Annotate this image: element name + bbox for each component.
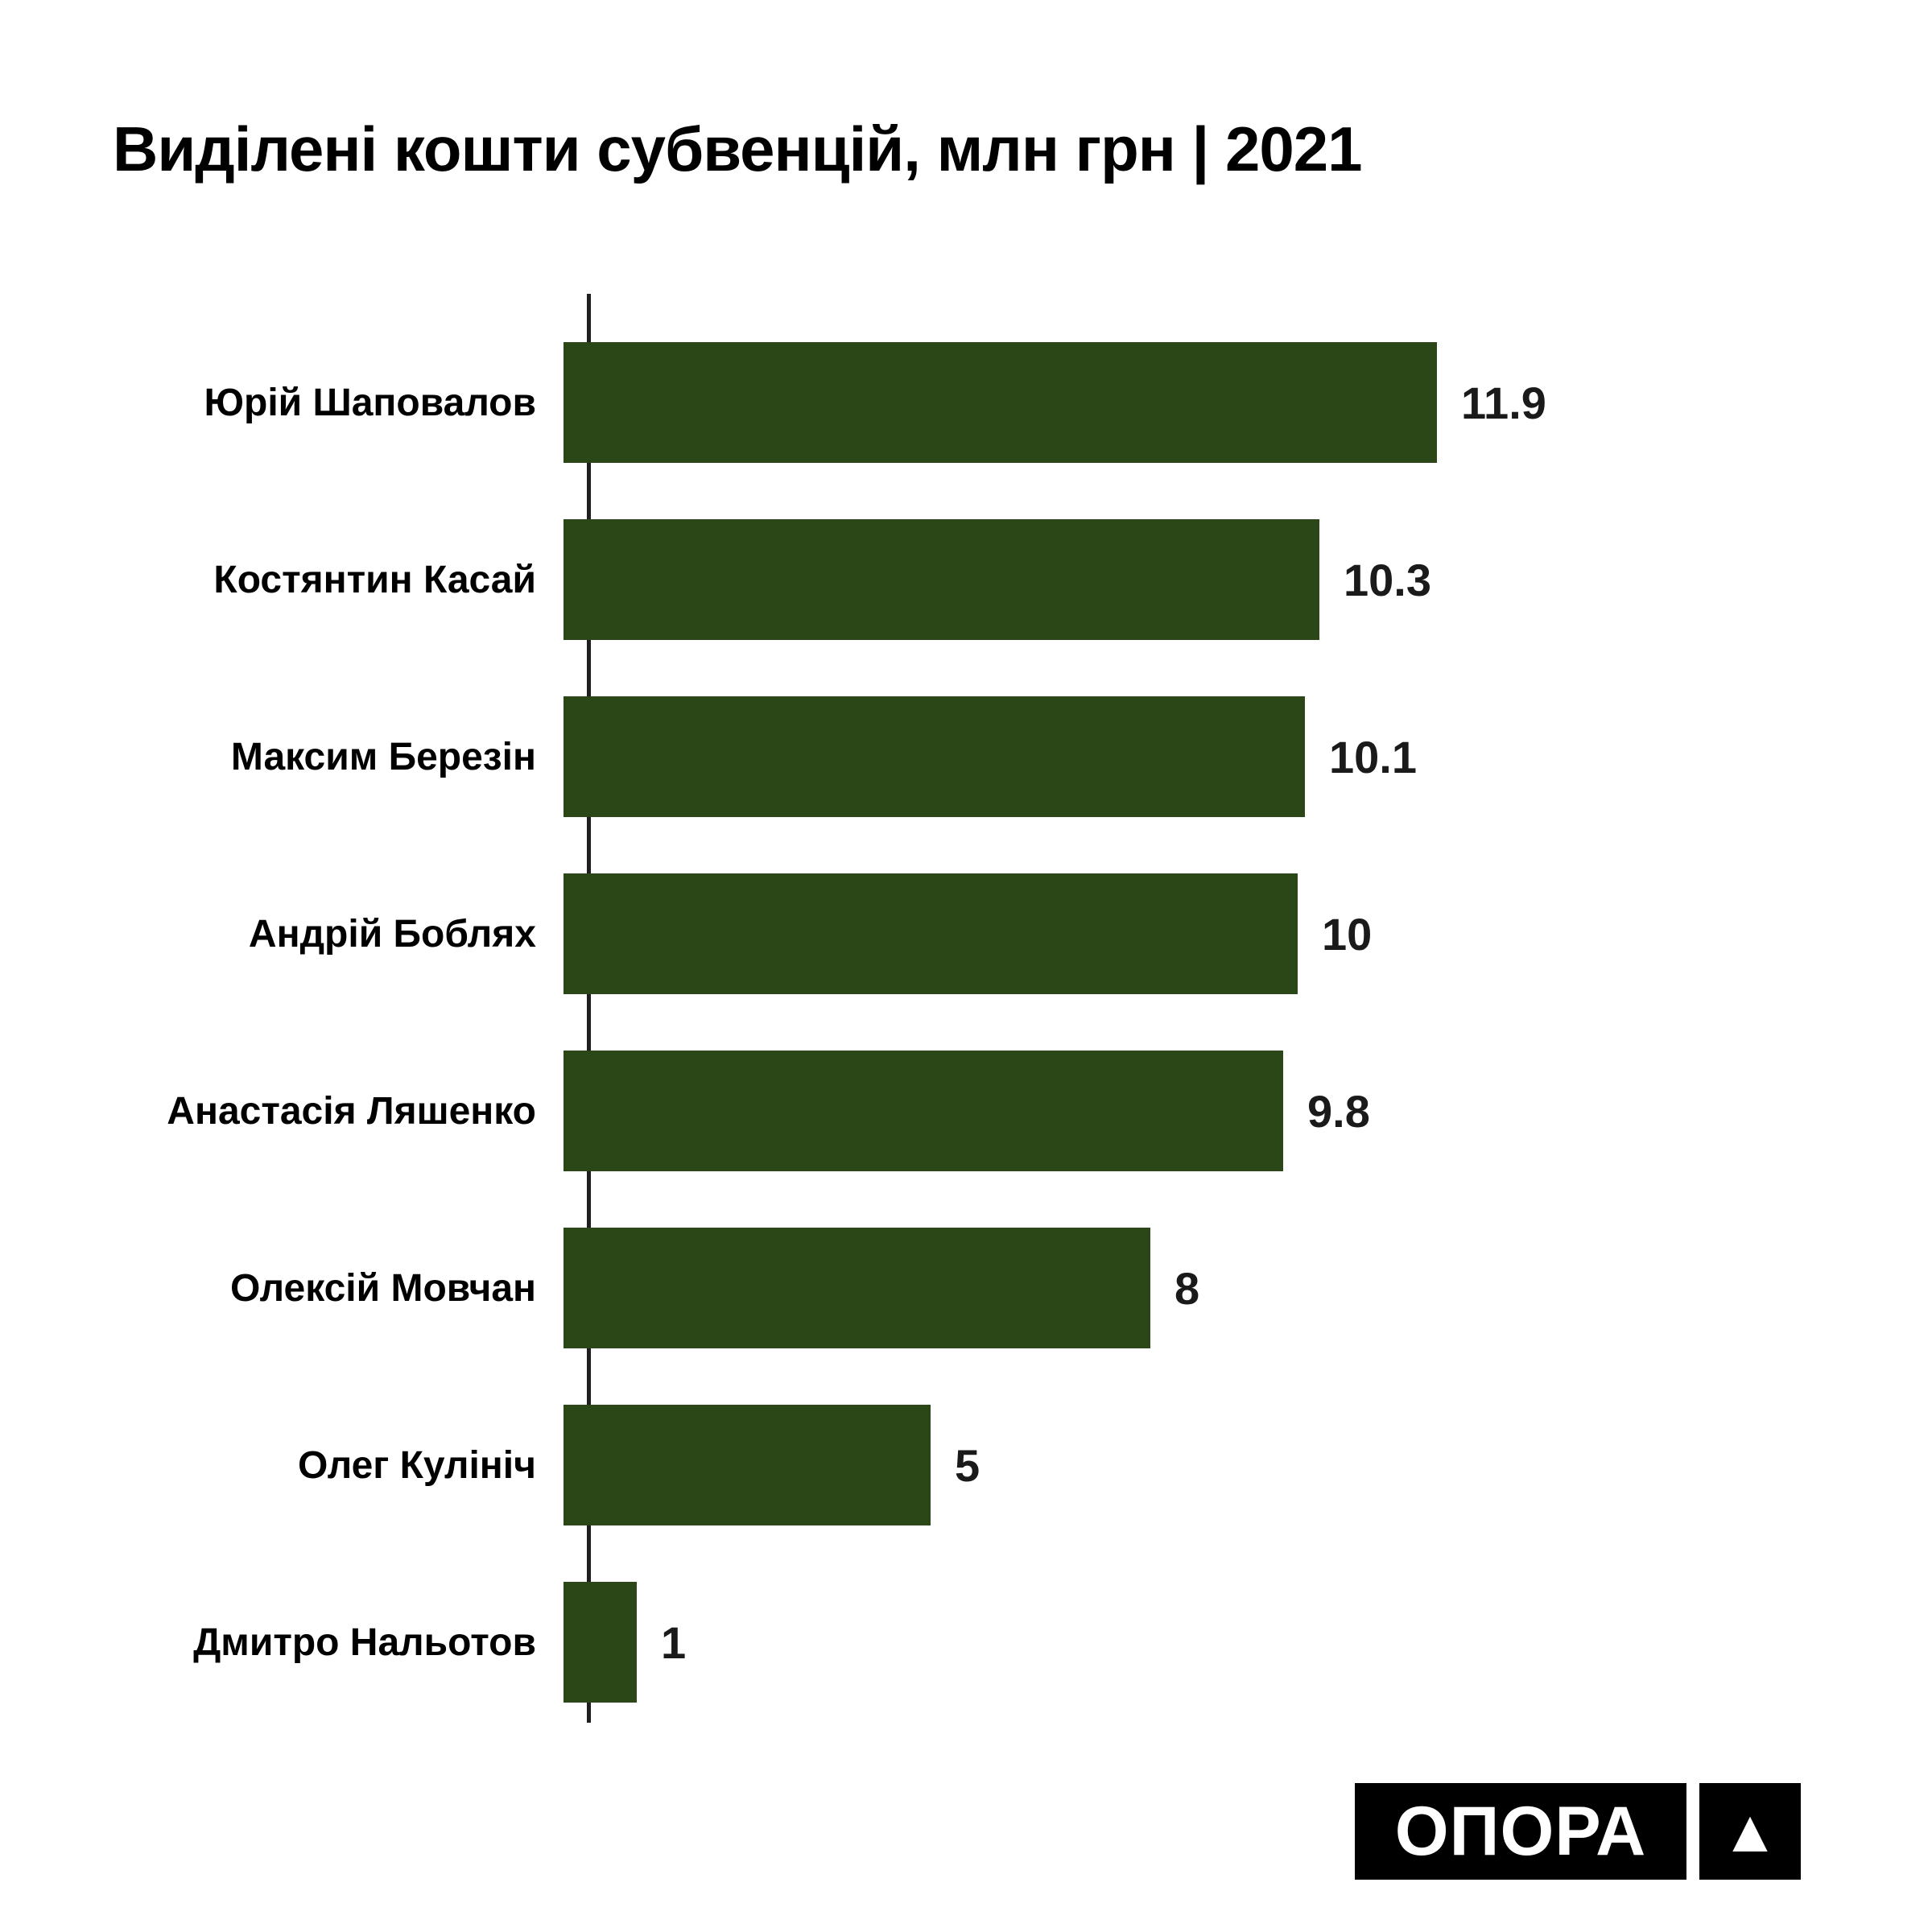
- bar-row: Юрій Шаповалов 11.9: [0, 314, 1932, 491]
- value-label: 8: [1174, 1262, 1200, 1314]
- value-label: 10: [1322, 908, 1373, 960]
- bar-area: 10: [564, 845, 1932, 1022]
- category-label: Максим Березін: [230, 735, 536, 778]
- bar-area: 5: [564, 1377, 1932, 1554]
- bar: [564, 1051, 1283, 1171]
- category-label: Андрій Боблях: [248, 912, 536, 956]
- bar-row: Максим Березін 10.1: [0, 668, 1932, 845]
- bar-area: 11.9: [564, 314, 1932, 491]
- opora-logo-wordmark: ОПОРА: [1355, 1783, 1686, 1880]
- bar-row: Костянтин Касай 10.3: [0, 491, 1932, 668]
- bar-area: 8: [564, 1199, 1932, 1377]
- value-label: 10.3: [1344, 554, 1431, 605]
- chart-title: Виділені кошти субвенцій, млн грн | 2021: [113, 114, 1363, 184]
- bar-area: 10.3: [564, 491, 1932, 668]
- bar: [564, 1582, 637, 1703]
- bar: [564, 1228, 1150, 1348]
- category-label: Костянтин Касай: [213, 558, 536, 601]
- bar-row: Андрій Боблях 10: [0, 845, 1932, 1022]
- bar: [564, 342, 1437, 463]
- category-label: Олексій Мовчан: [229, 1266, 536, 1310]
- bar-area: 9.8: [564, 1022, 1932, 1199]
- category-label: Анастасія Ляшенко: [167, 1089, 536, 1133]
- bar-area: 10.1: [564, 668, 1932, 845]
- value-label: 9.8: [1307, 1085, 1370, 1137]
- bar: [564, 1405, 931, 1525]
- value-label: 1: [661, 1616, 687, 1668]
- category-label: Олег Кулініч: [298, 1443, 536, 1487]
- category-label: Дмитро Нальотов: [193, 1620, 536, 1664]
- opora-logo-separator: [1686, 1783, 1699, 1880]
- value-label: 10.1: [1329, 731, 1417, 782]
- y-axis-line: [587, 294, 591, 1723]
- bar-chart: Юрій Шаповалов 11.9 Костянтин Касай 10.3 Мак…: [0, 314, 1932, 1731]
- triangle-icon: ▲: [1720, 1798, 1780, 1864]
- bar-row: Олексій Мовчан 8: [0, 1199, 1932, 1377]
- bar: [564, 519, 1319, 640]
- value-label: 11.9: [1461, 377, 1546, 428]
- value-label: 5: [955, 1439, 980, 1491]
- bar-area: 1: [564, 1554, 1932, 1731]
- category-label: Юрій Шаповалов: [204, 381, 537, 424]
- bar: [564, 696, 1305, 817]
- opora-logo-triangle-box: ▲: [1699, 1783, 1801, 1880]
- bar-row: Олег Кулініч 5: [0, 1377, 1932, 1554]
- opora-logo: ОПОРА ▲: [1355, 1783, 1801, 1880]
- bar: [564, 873, 1298, 994]
- bar-row: Дмитро Нальотов 1: [0, 1554, 1932, 1731]
- bar-row: Анастасія Ляшенко 9.8: [0, 1022, 1932, 1199]
